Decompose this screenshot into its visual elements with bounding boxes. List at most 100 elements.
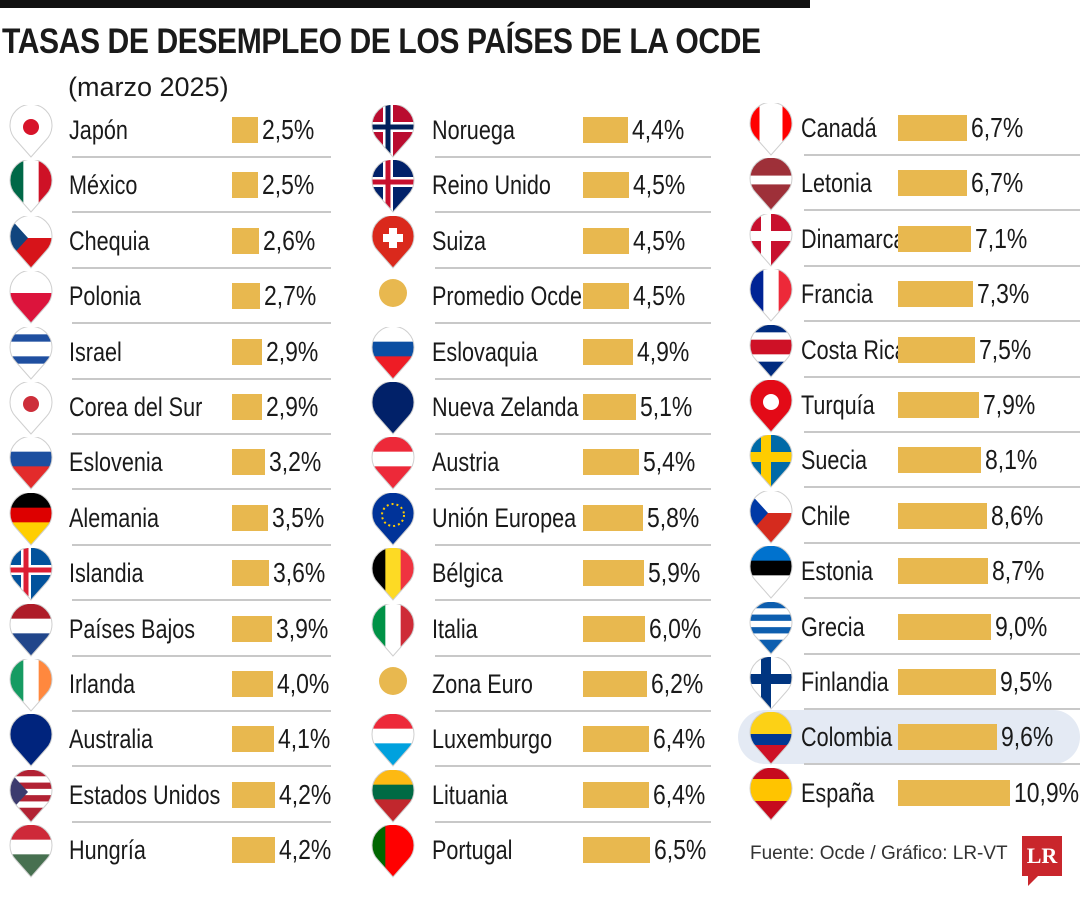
row-divider xyxy=(804,486,1080,489)
value-label: 3,2% xyxy=(268,446,322,478)
value-label: 4,4% xyxy=(632,114,685,145)
value-label: 4,9% xyxy=(637,335,690,367)
bar xyxy=(232,227,259,254)
value-label: 4,2% xyxy=(279,834,332,866)
country-label: Francia xyxy=(801,279,874,310)
country-label: Japón xyxy=(69,115,128,145)
bar xyxy=(583,283,630,310)
bar-row: España 10,9% xyxy=(748,766,1080,821)
bar-row: Países Bajos 3,9% xyxy=(8,602,338,657)
flag-icon xyxy=(370,768,416,824)
flag-icon xyxy=(8,823,54,879)
country-label: Zona Euro xyxy=(432,669,533,699)
row-divider xyxy=(72,820,331,823)
value-label: 4,0% xyxy=(277,668,330,699)
row-divider xyxy=(72,211,331,214)
bar xyxy=(583,726,649,753)
value-label: 8,7% xyxy=(991,555,1044,587)
row-divider xyxy=(72,322,331,325)
row-divider xyxy=(804,209,1080,212)
value-label: 5,1% xyxy=(639,391,692,422)
flag-icon xyxy=(8,713,54,768)
row-divider xyxy=(804,652,1080,655)
bar-row: Italia 6,0% xyxy=(370,602,718,657)
flag-icon xyxy=(370,103,416,159)
value-label: 6,0% xyxy=(648,612,702,644)
country-label: Noruega xyxy=(432,115,515,145)
bar xyxy=(583,338,634,365)
flag-icon xyxy=(8,602,54,658)
country-label: Eslovenia xyxy=(69,447,163,478)
flag-icon xyxy=(748,378,794,434)
bar-row: Colombia 9,6% xyxy=(748,710,1080,766)
value-label: 9,5% xyxy=(999,666,1053,697)
bar-row: Portugal 6,5% xyxy=(370,823,718,878)
country-label: Eslovaquia xyxy=(432,336,538,367)
bar-row: Canadá 6,7% xyxy=(748,101,1080,156)
flag-icon xyxy=(370,380,416,436)
row-divider xyxy=(435,710,711,712)
bar xyxy=(232,726,275,753)
bar xyxy=(232,117,258,143)
bar xyxy=(232,615,273,642)
value-label: 9,0% xyxy=(994,610,1048,642)
country-label: Islandia xyxy=(69,558,144,589)
row-divider xyxy=(804,431,1080,433)
value-label: 4,1% xyxy=(278,723,331,755)
flag-icon xyxy=(370,271,416,325)
row-divider xyxy=(435,488,711,491)
bar xyxy=(898,115,967,141)
value-label: 7,5% xyxy=(979,333,1032,365)
bar xyxy=(232,504,269,531)
bar-row: Letonia 6,7% xyxy=(748,156,1080,212)
bar xyxy=(232,283,260,310)
row-divider xyxy=(804,375,1080,378)
row-divider xyxy=(72,488,331,491)
flag-icon xyxy=(748,434,794,489)
country-label: Turquía xyxy=(801,390,875,420)
row-divider xyxy=(72,654,331,657)
country-label: Nueva Zelanda xyxy=(432,392,579,422)
flag-icon xyxy=(370,214,416,270)
flag-icon xyxy=(370,713,416,768)
bar-row: Islandia 3,6% xyxy=(8,546,338,602)
country-label: Hungría xyxy=(69,835,146,866)
country-label: Austria xyxy=(432,447,500,478)
value-label: 2,7% xyxy=(263,280,317,312)
flag-icon xyxy=(8,546,54,602)
flag-icon xyxy=(8,159,54,214)
source-note: Fuente: Ocde / Gráfico: LR-VT xyxy=(750,843,1008,864)
country-label: Canadá xyxy=(801,113,877,143)
value-label: 6,5% xyxy=(653,834,707,866)
country-label: Israel xyxy=(69,336,122,367)
country-label: Grecia xyxy=(801,611,865,642)
row-divider xyxy=(435,266,711,269)
row-divider xyxy=(72,156,331,158)
row-divider xyxy=(804,320,1080,323)
flag-icon xyxy=(748,711,794,766)
value-label: 7,3% xyxy=(977,278,1030,310)
bar xyxy=(583,117,629,143)
bar-row: Bélgica 5,9% xyxy=(370,546,718,602)
flag-icon xyxy=(8,436,54,491)
country-label: España xyxy=(801,777,875,808)
value-label: 3,9% xyxy=(276,612,329,644)
flag-icon xyxy=(8,103,54,159)
country-label: Chequia xyxy=(69,225,150,256)
bar xyxy=(232,394,262,420)
bar xyxy=(898,558,988,585)
bar xyxy=(232,449,265,476)
country-label: Colombia xyxy=(801,722,893,753)
flag-icon xyxy=(748,766,794,822)
bar xyxy=(898,613,991,640)
country-label: Suiza xyxy=(432,225,487,256)
bar xyxy=(898,724,997,751)
flag-icon xyxy=(748,600,794,656)
country-label: Promedio Ocde xyxy=(432,281,583,312)
row-divider xyxy=(72,710,331,712)
country-label: México xyxy=(69,170,138,201)
country-label: Costa Rica xyxy=(801,334,907,365)
country-label: Países Bajos xyxy=(69,613,196,644)
row-divider xyxy=(435,543,711,546)
country-label: Letonia xyxy=(801,168,872,199)
